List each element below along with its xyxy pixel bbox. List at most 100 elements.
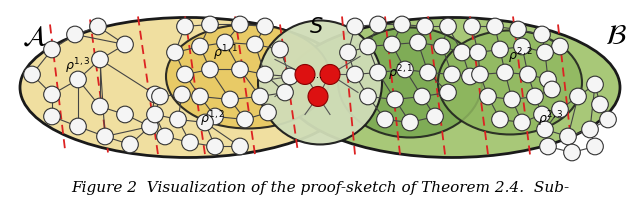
Circle shape xyxy=(207,138,223,155)
Circle shape xyxy=(232,17,248,34)
Circle shape xyxy=(600,112,616,128)
Circle shape xyxy=(397,62,413,78)
Circle shape xyxy=(166,45,183,62)
Circle shape xyxy=(232,138,248,155)
Circle shape xyxy=(44,87,60,103)
Circle shape xyxy=(587,138,604,155)
Circle shape xyxy=(141,119,158,135)
Circle shape xyxy=(217,35,234,52)
Text: $\rho^{2,2}$: $\rho^{2,2}$ xyxy=(508,46,533,66)
Circle shape xyxy=(207,109,223,125)
Circle shape xyxy=(463,19,480,36)
Circle shape xyxy=(152,89,168,105)
Circle shape xyxy=(514,115,531,131)
Circle shape xyxy=(202,17,218,34)
Circle shape xyxy=(384,37,401,54)
Circle shape xyxy=(470,45,486,62)
Circle shape xyxy=(434,39,451,56)
Circle shape xyxy=(360,39,376,56)
Circle shape xyxy=(92,52,108,68)
Circle shape xyxy=(258,21,382,145)
Circle shape xyxy=(173,87,190,103)
Circle shape xyxy=(559,129,577,145)
Text: ...: ... xyxy=(314,70,323,80)
Circle shape xyxy=(97,129,113,145)
Circle shape xyxy=(182,135,198,151)
Text: $\mathcal{B}$: $\mathcal{B}$ xyxy=(605,23,627,50)
Circle shape xyxy=(196,115,213,131)
Circle shape xyxy=(552,39,568,56)
Circle shape xyxy=(492,112,508,128)
Circle shape xyxy=(377,112,394,128)
Circle shape xyxy=(221,92,238,108)
Circle shape xyxy=(192,89,209,105)
Circle shape xyxy=(427,109,444,125)
Circle shape xyxy=(44,109,60,125)
Circle shape xyxy=(237,112,253,128)
Circle shape xyxy=(440,85,456,101)
Text: $\rho^{1,1}$: $\rho^{1,1}$ xyxy=(213,43,238,63)
Circle shape xyxy=(410,35,426,52)
Circle shape xyxy=(534,27,550,44)
Circle shape xyxy=(340,45,356,62)
Circle shape xyxy=(514,39,531,56)
Circle shape xyxy=(92,99,108,115)
Circle shape xyxy=(534,107,550,123)
Circle shape xyxy=(417,19,433,36)
Circle shape xyxy=(591,97,609,113)
Circle shape xyxy=(564,144,580,161)
Circle shape xyxy=(70,119,86,135)
Text: $\rho^{1,3}$: $\rho^{1,3}$ xyxy=(65,56,90,76)
Circle shape xyxy=(157,129,173,145)
Circle shape xyxy=(570,89,586,105)
Circle shape xyxy=(116,37,133,54)
Circle shape xyxy=(272,42,288,59)
Circle shape xyxy=(370,17,387,34)
Circle shape xyxy=(347,67,364,83)
Ellipse shape xyxy=(166,25,330,129)
Circle shape xyxy=(420,65,436,81)
Circle shape xyxy=(347,19,364,36)
Ellipse shape xyxy=(338,28,482,138)
Ellipse shape xyxy=(438,31,582,135)
Circle shape xyxy=(543,82,561,98)
Circle shape xyxy=(308,87,328,107)
Text: $\rho^{1,2}$: $\rho^{1,2}$ xyxy=(200,109,225,129)
Circle shape xyxy=(472,67,488,83)
Circle shape xyxy=(461,69,478,85)
Circle shape xyxy=(370,65,387,81)
Circle shape xyxy=(454,45,470,62)
Circle shape xyxy=(582,122,598,138)
Circle shape xyxy=(509,22,526,39)
Circle shape xyxy=(276,85,293,101)
Circle shape xyxy=(24,67,40,83)
Ellipse shape xyxy=(284,18,620,158)
Circle shape xyxy=(260,105,276,121)
Circle shape xyxy=(116,107,133,123)
Circle shape xyxy=(492,42,508,59)
Circle shape xyxy=(177,19,193,36)
Circle shape xyxy=(587,77,604,93)
Circle shape xyxy=(246,37,263,54)
Text: Figure 2  Visualization of the proof-sketch of Theorem 2.4.  Sub-: Figure 2 Visualization of the proof-sket… xyxy=(71,180,569,194)
Circle shape xyxy=(540,72,556,88)
Circle shape xyxy=(402,115,419,131)
Circle shape xyxy=(202,62,218,78)
Ellipse shape xyxy=(20,18,356,158)
Circle shape xyxy=(70,72,86,88)
Circle shape xyxy=(295,65,315,85)
Circle shape xyxy=(122,137,138,153)
Circle shape xyxy=(480,89,497,105)
Circle shape xyxy=(257,67,273,83)
Circle shape xyxy=(320,65,340,85)
Circle shape xyxy=(257,19,273,36)
Circle shape xyxy=(486,19,503,36)
Circle shape xyxy=(444,67,460,83)
Circle shape xyxy=(192,39,209,56)
Circle shape xyxy=(387,92,403,108)
Circle shape xyxy=(67,27,83,44)
Circle shape xyxy=(552,102,568,118)
Circle shape xyxy=(44,42,60,59)
Circle shape xyxy=(170,112,186,128)
Circle shape xyxy=(360,89,376,105)
